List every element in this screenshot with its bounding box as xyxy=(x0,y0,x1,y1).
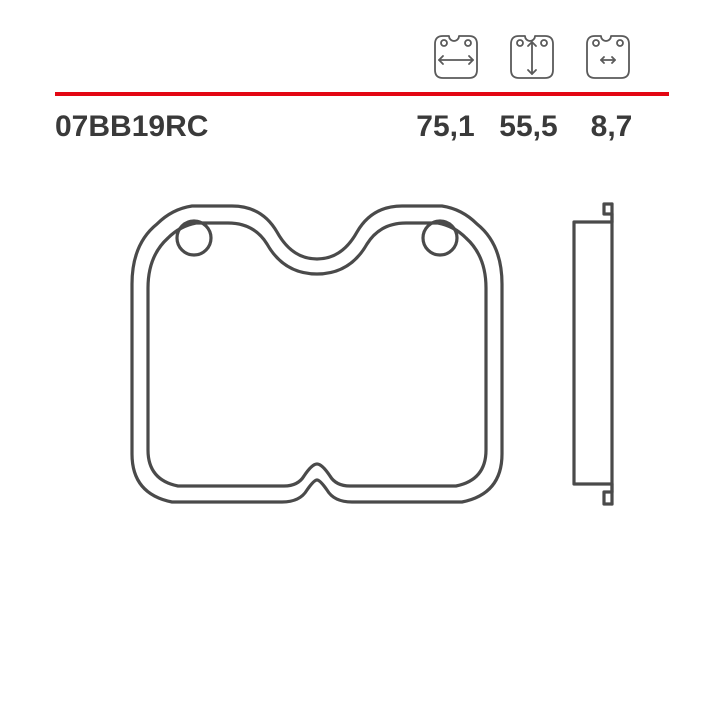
dimension-width-value: 75,1 xyxy=(413,110,478,144)
dimension-thickness-value: 8,7 xyxy=(579,110,644,144)
dimension-height-value: 55,5 xyxy=(496,110,561,144)
legend-stroke-group xyxy=(587,36,629,78)
technical-drawing-area xyxy=(55,184,669,524)
width-legend-icon xyxy=(425,30,487,84)
front-view-stroke-group xyxy=(132,206,502,502)
legend-stroke-group xyxy=(511,36,553,78)
label-row: 07BB19RC 75,1 55,5 8,7 xyxy=(55,110,669,144)
dimension-legend-row xyxy=(55,30,669,84)
dimension-values-row: 75,1 55,5 8,7 xyxy=(413,110,669,144)
thickness-legend-icon xyxy=(577,30,639,84)
brake-pad-front-view xyxy=(102,184,532,524)
product-diagram-container: 07BB19RC 75,1 55,5 8,7 xyxy=(0,0,724,724)
side-view-stroke-group xyxy=(574,204,612,504)
accent-divider-line xyxy=(55,92,669,96)
legend-stroke-group xyxy=(435,36,477,78)
height-legend-icon xyxy=(501,30,563,84)
part-number-label: 07BB19RC xyxy=(55,110,208,144)
brake-pad-side-view xyxy=(562,184,622,524)
